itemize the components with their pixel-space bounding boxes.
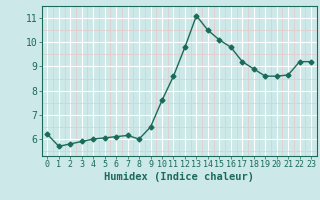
X-axis label: Humidex (Indice chaleur): Humidex (Indice chaleur) [104, 172, 254, 182]
